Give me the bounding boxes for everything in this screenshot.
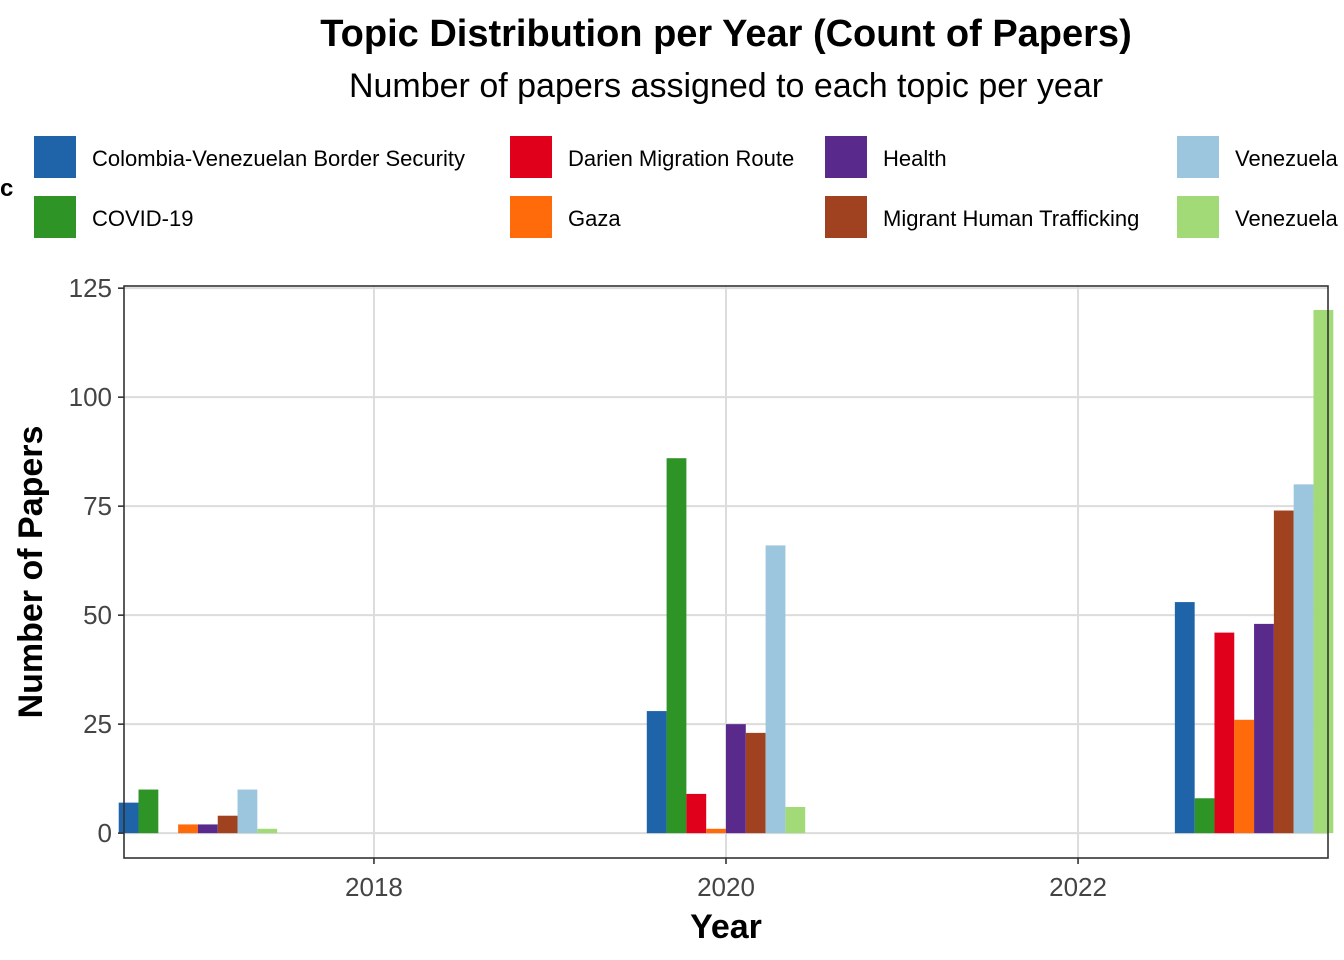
legend-item: Migrant Human Trafficking	[825, 196, 1139, 238]
legend-item: Venezuela	[1177, 196, 1339, 238]
legend-label: Colombia-Venezuelan Border Security	[92, 146, 465, 171]
y-axis-label: Number of Papers	[12, 426, 50, 719]
y-tick-label: 100	[69, 382, 112, 412]
y-axis: 0 25 50 75 100 125	[69, 273, 124, 848]
bar	[178, 824, 198, 834]
y-tick-label: 75	[83, 491, 112, 521]
legend-label: Health	[883, 146, 947, 171]
x-tick-label: 2018	[345, 872, 403, 902]
legend-swatch	[510, 196, 552, 238]
y-tick-label: 25	[83, 709, 112, 739]
legend-item: Gaza	[510, 196, 621, 238]
bar	[197, 824, 218, 834]
bar	[1273, 510, 1294, 834]
bar	[706, 828, 726, 834]
bar	[237, 789, 258, 834]
bar	[257, 828, 278, 834]
y-tick-label: 50	[83, 600, 112, 630]
bar	[765, 545, 786, 834]
legend-title: c	[0, 175, 13, 202]
legend-swatch	[1177, 196, 1219, 238]
legend-item: Health	[825, 136, 947, 178]
legend-swatch	[34, 136, 76, 178]
legend-swatch	[825, 136, 867, 178]
bar	[138, 789, 159, 834]
bar	[118, 802, 139, 834]
legend-label: Darien Migration Route	[568, 146, 794, 171]
x-axis-label: Year	[690, 908, 762, 946]
legend-label: Venezuela	[1235, 206, 1339, 231]
grid	[124, 286, 1328, 858]
legend-swatch	[825, 196, 867, 238]
y-tick-label: 125	[69, 273, 112, 303]
legend-item: Colombia-Venezuelan Border Security	[34, 136, 465, 178]
legend-label: Gaza	[568, 206, 621, 231]
x-tick-label: 2020	[697, 872, 755, 902]
x-tick-label: 2022	[1049, 872, 1107, 902]
bar	[1254, 623, 1274, 834]
legend-item: Venezuela	[1177, 136, 1339, 178]
bar	[1174, 602, 1195, 834]
legend: c Colombia-Venezuelan Border Security COVI…	[0, 136, 1339, 238]
legend-item: COVID-19	[34, 196, 193, 238]
bar	[1313, 309, 1334, 834]
legend-item: Darien Migration Route	[510, 136, 794, 178]
legend-swatch	[1177, 136, 1219, 178]
legend-swatch	[510, 136, 552, 178]
bar	[745, 732, 766, 834]
y-tick-label: 0	[98, 818, 112, 848]
bar	[1293, 484, 1314, 834]
bar	[686, 793, 707, 834]
bar	[646, 711, 667, 834]
bar	[726, 724, 746, 834]
bar	[217, 815, 238, 834]
legend-label: Migrant Human Trafficking	[883, 206, 1139, 231]
bar	[1214, 632, 1235, 834]
bar	[1194, 798, 1215, 834]
chart-title: Topic Distribution per Year (Count of Pa…	[320, 13, 1131, 55]
legend-label: COVID-19	[92, 206, 193, 231]
bar	[785, 806, 806, 834]
x-axis: 2018 2020 2022	[345, 858, 1107, 902]
legend-swatch	[34, 196, 76, 238]
legend-label: Venezuela	[1235, 146, 1339, 171]
bar	[1234, 719, 1255, 834]
chart-subtitle: Number of papers assigned to each topic …	[349, 67, 1103, 105]
bar	[666, 458, 687, 834]
